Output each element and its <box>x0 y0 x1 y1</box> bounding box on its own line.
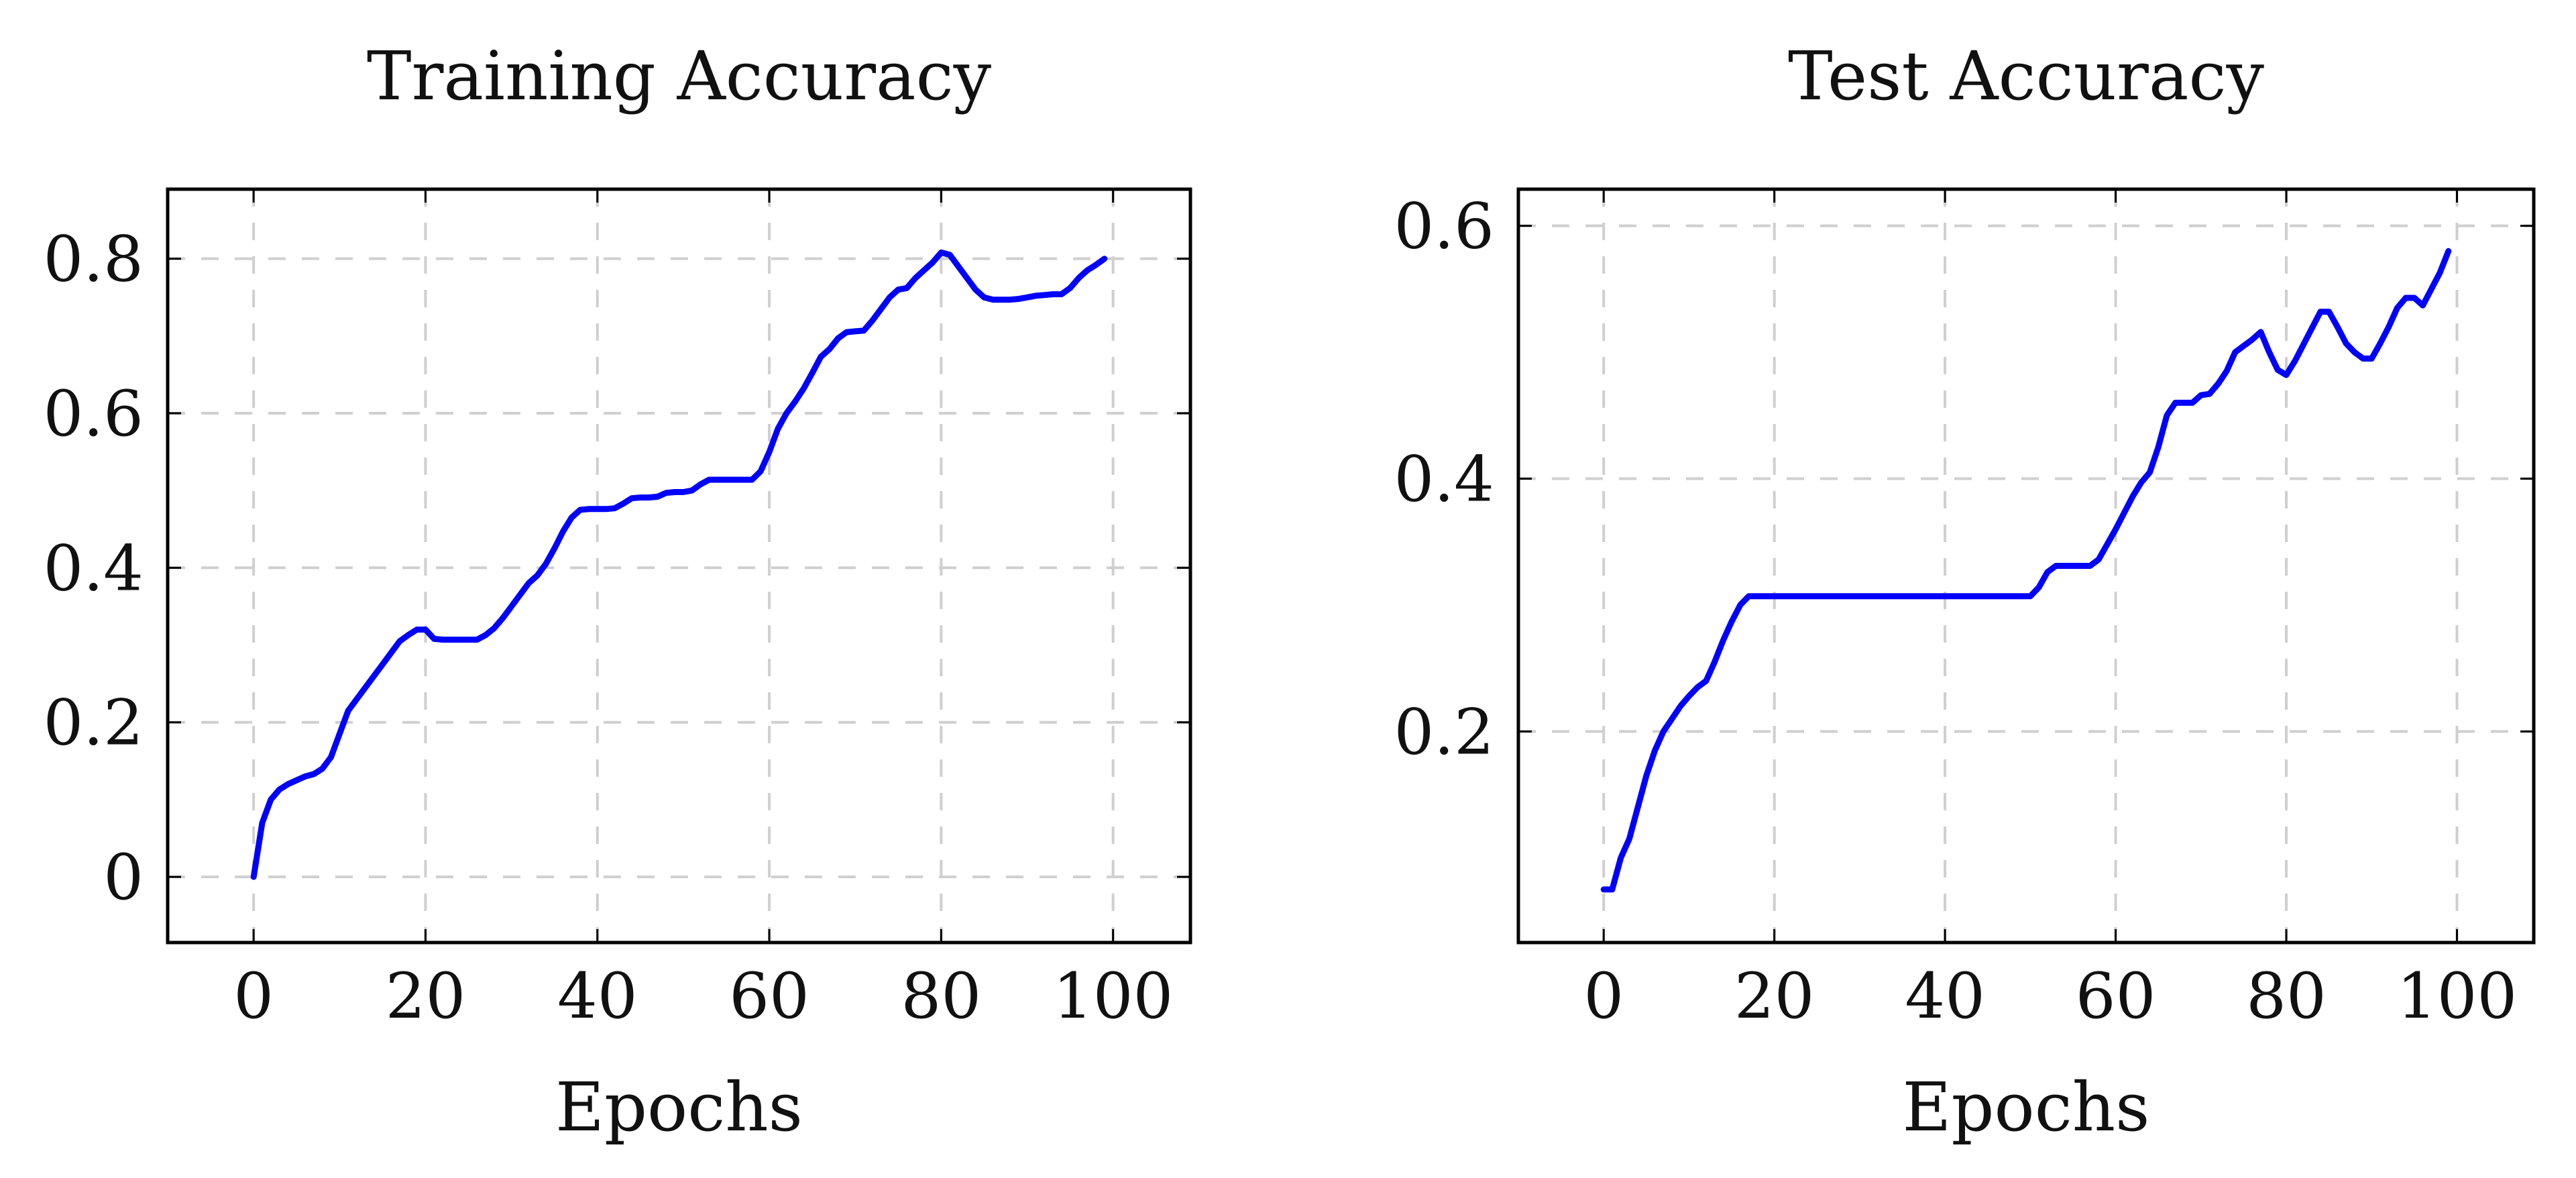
training-y-tick-label: 0.4 <box>44 532 144 605</box>
training-chart-title: Training Accuracy <box>367 37 992 115</box>
test-x-tick-label: 40 <box>1905 960 1985 1033</box>
test-plot-frame <box>1516 187 2536 945</box>
test-x-tick-label: 0 <box>1583 960 1624 1033</box>
test-y-tick-label: 0.6 <box>1394 191 1495 264</box>
test-y-tick-label: 0.4 <box>1394 443 1495 516</box>
training-x-tick-label: 0 <box>233 960 274 1033</box>
training-x-tick-label: 100 <box>1053 960 1173 1033</box>
test-x-tick-label: 100 <box>2397 960 2517 1033</box>
test-chart-title: Test Accuracy <box>1788 37 2264 115</box>
training-y-tick-label: 0.8 <box>44 223 144 297</box>
training-x-tick-label: 80 <box>901 960 982 1033</box>
test-x-tick-label: 20 <box>1734 960 1815 1033</box>
test-accuracy-line <box>1600 248 2452 893</box>
test-x-axis-label: Epochs <box>1903 1068 2150 1146</box>
training-x-tick-label: 60 <box>729 960 809 1033</box>
test-x-tick-label: 80 <box>2246 960 2327 1033</box>
chart-training-accuracy: 0 20 40 60 80 100 0 0.2 0.4 0.6 0.8 Epochs Training … <box>44 37 1192 1146</box>
training-y-tick-label: 0 <box>103 841 144 914</box>
test-x-tick-label: 60 <box>2076 960 2156 1033</box>
training-x-axis-label: Epochs <box>555 1068 803 1146</box>
training-y-tick-label: 0.6 <box>44 378 144 451</box>
training-y-tick-label: 0.2 <box>44 687 144 760</box>
training-plot-frame <box>166 187 1192 945</box>
training-x-tick-label: 20 <box>386 960 466 1033</box>
training-x-tick-label: 40 <box>557 960 638 1033</box>
test-y-tick-label: 0.2 <box>1394 696 1495 769</box>
training-accuracy-line <box>250 249 1108 880</box>
chart-test-accuracy: 0 20 40 60 80 100 0.2 0.4 0.6 Epochs Test Accuracy <box>1394 37 2536 1146</box>
